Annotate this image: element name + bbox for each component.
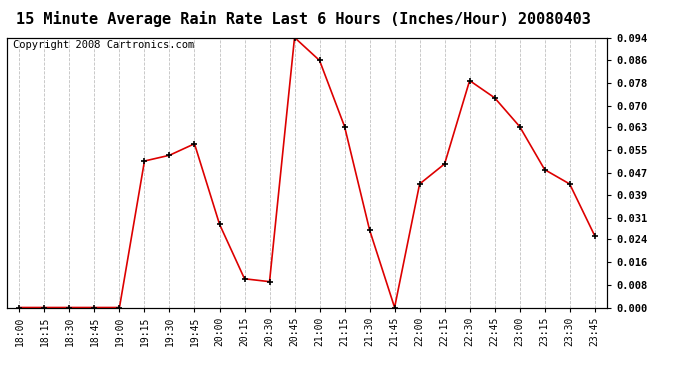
Text: Copyright 2008 Cartronics.com: Copyright 2008 Cartronics.com <box>13 40 194 50</box>
Text: 15 Minute Average Rain Rate Last 6 Hours (Inches/Hour) 20080403: 15 Minute Average Rain Rate Last 6 Hours… <box>16 11 591 27</box>
